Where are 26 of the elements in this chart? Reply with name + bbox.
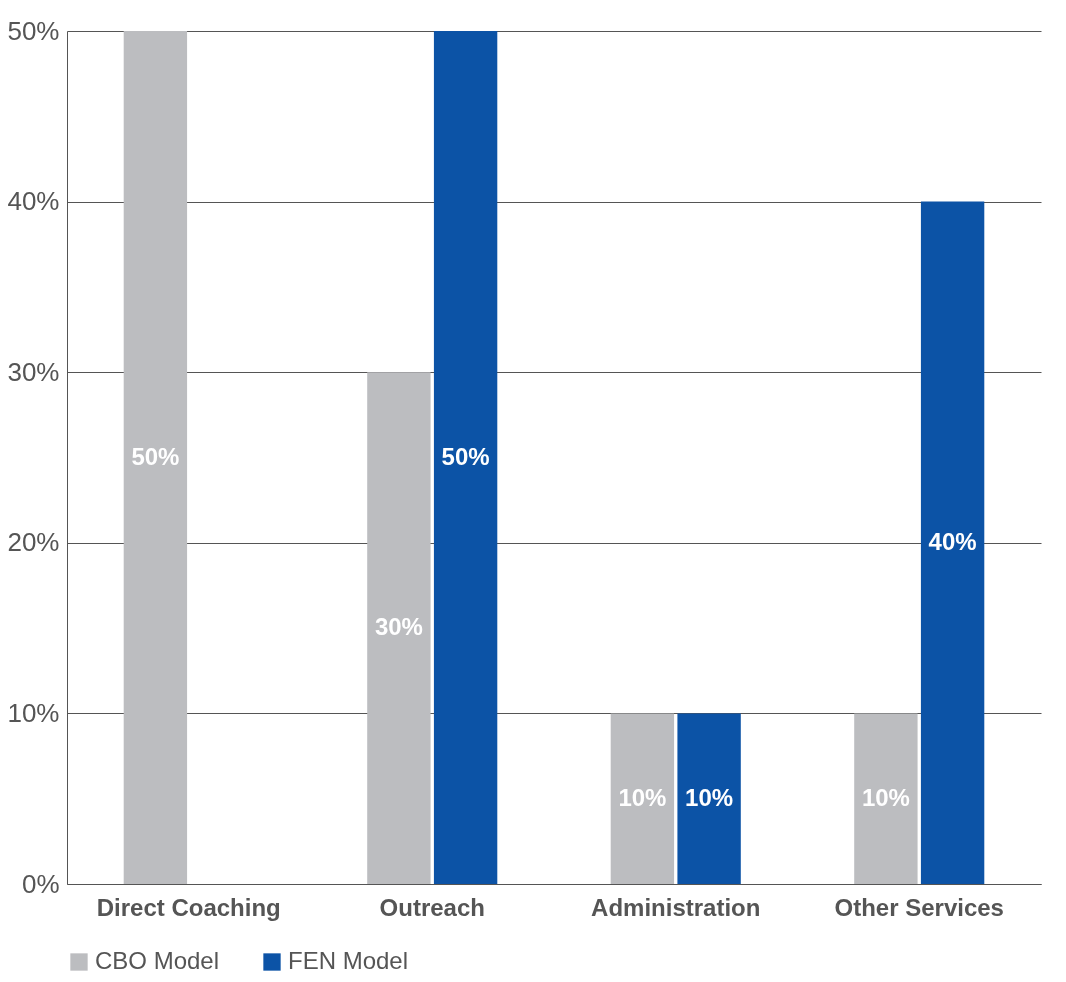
bar <box>123 31 188 884</box>
y-tick-label: 50% <box>7 15 60 46</box>
x-tick-label: Direct Coaching <box>96 893 281 921</box>
legend-label: FEN Model <box>288 947 409 974</box>
data-label: 40% <box>928 527 977 555</box>
bar <box>610 713 675 884</box>
data-label: 10% <box>861 783 910 811</box>
data-label: 10% <box>618 783 667 811</box>
data-label: 30% <box>374 613 423 641</box>
y-tick-label: 10% <box>7 697 60 728</box>
bar <box>920 201 985 884</box>
y-tick-label: 20% <box>7 527 60 558</box>
data-label: 50% <box>441 442 490 470</box>
data-label: 10% <box>685 783 734 811</box>
x-tick-label: Outreach <box>379 893 485 921</box>
x-tick-label: Administration <box>591 893 761 921</box>
bar <box>677 713 741 884</box>
bar <box>854 713 918 884</box>
bar <box>433 31 498 884</box>
y-tick-label: 0% <box>21 868 60 899</box>
bar <box>367 372 431 884</box>
y-tick-label: 30% <box>7 356 60 387</box>
legend-label: CBO Model <box>95 947 220 974</box>
x-tick-label: Other Services <box>834 893 1004 921</box>
y-tick-label: 40% <box>7 186 60 217</box>
data-label: 50% <box>131 442 180 470</box>
